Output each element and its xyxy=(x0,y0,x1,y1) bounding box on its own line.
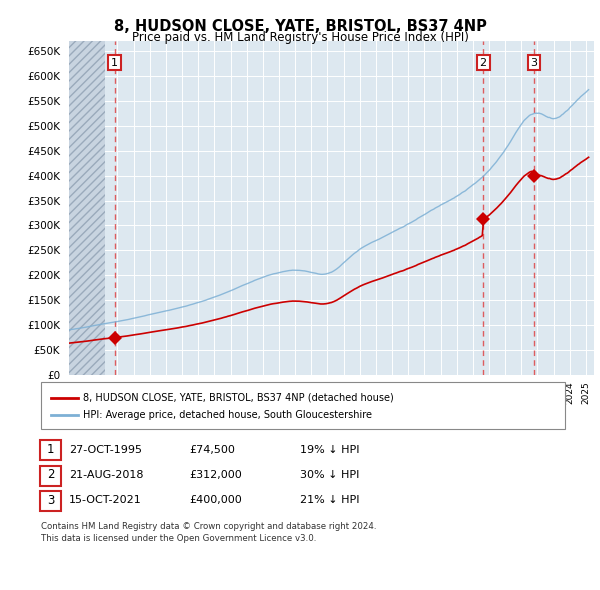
Bar xyxy=(69,41,104,375)
Text: 15-OCT-2021: 15-OCT-2021 xyxy=(69,496,142,505)
Text: 21-AUG-2018: 21-AUG-2018 xyxy=(69,470,143,480)
Text: £74,500: £74,500 xyxy=(189,445,235,454)
Text: This data is licensed under the Open Government Licence v3.0.: This data is licensed under the Open Gov… xyxy=(41,533,316,543)
Text: 8, HUDSON CLOSE, YATE, BRISTOL, BS37 4NP: 8, HUDSON CLOSE, YATE, BRISTOL, BS37 4NP xyxy=(113,19,487,34)
Text: 3: 3 xyxy=(530,58,538,68)
Text: Contains HM Land Registry data © Crown copyright and database right 2024.: Contains HM Land Registry data © Crown c… xyxy=(41,522,376,531)
Text: Price paid vs. HM Land Registry's House Price Index (HPI): Price paid vs. HM Land Registry's House … xyxy=(131,31,469,44)
Text: 27-OCT-1995: 27-OCT-1995 xyxy=(69,445,142,454)
Text: 19% ↓ HPI: 19% ↓ HPI xyxy=(300,445,359,454)
Text: 21% ↓ HPI: 21% ↓ HPI xyxy=(300,496,359,505)
Text: £312,000: £312,000 xyxy=(189,470,242,480)
Text: HPI: Average price, detached house, South Gloucestershire: HPI: Average price, detached house, Sout… xyxy=(83,411,372,420)
Text: 2: 2 xyxy=(479,58,487,68)
Text: £400,000: £400,000 xyxy=(189,496,242,505)
Text: 3: 3 xyxy=(47,494,54,507)
Text: 1: 1 xyxy=(111,58,118,68)
Text: 8, HUDSON CLOSE, YATE, BRISTOL, BS37 4NP (detached house): 8, HUDSON CLOSE, YATE, BRISTOL, BS37 4NP… xyxy=(83,393,394,402)
Text: 30% ↓ HPI: 30% ↓ HPI xyxy=(300,470,359,480)
Text: 2: 2 xyxy=(47,468,54,481)
Text: 1: 1 xyxy=(47,443,54,456)
